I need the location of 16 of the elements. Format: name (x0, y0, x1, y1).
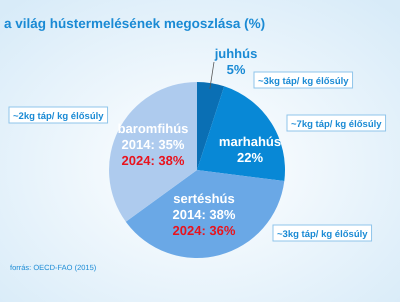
data-label: 2014: 38% (172, 207, 236, 222)
text: ~7kg táp/ kg élősúly (291, 119, 382, 130)
pie-slice (197, 86, 285, 182)
data-label: 22% (236, 150, 264, 165)
text: ~2kg táp/ kg élősúly (13, 111, 104, 122)
data-label: 5% (226, 62, 246, 77)
chart-title: a világ hústermelésének megoszlása (%) (4, 16, 266, 31)
slice-label: marhahús (218, 134, 282, 149)
text: ~3kg táp/ kg élősúly (258, 76, 350, 87)
text: 2024: 38% (122, 153, 185, 168)
slice-label: juhhús (214, 46, 258, 61)
text: 2024: 36% (172, 223, 236, 238)
text: ~3kg táp/ kg élősúly (277, 229, 368, 240)
data-label: 2014: 35% (122, 137, 185, 152)
slice-label: baromfihús (118, 121, 188, 136)
slice-label: sertéshús (173, 191, 235, 206)
